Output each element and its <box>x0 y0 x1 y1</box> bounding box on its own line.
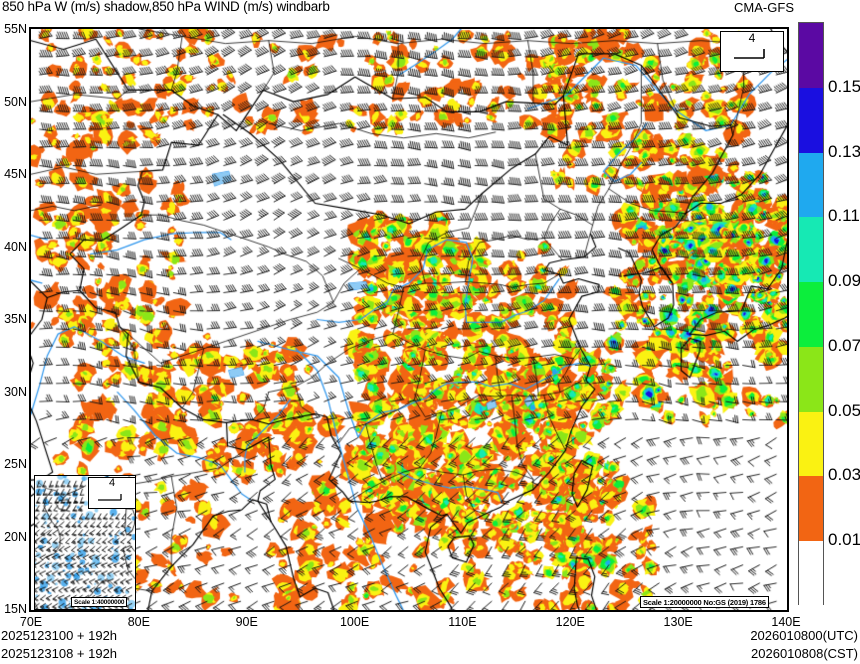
colorbar-tick-label: 0.15 <box>828 76 860 96</box>
colorbar-tick-label: 0.11 <box>828 206 860 226</box>
wind-barb-icon-inset <box>98 493 122 501</box>
wind-barb-legend-inset-value: 4 <box>108 477 116 489</box>
wind-barb-icon <box>734 48 765 59</box>
longitude-tick-label: 70E <box>19 615 43 629</box>
colorbar-tick-label: 0.05 <box>828 400 860 420</box>
longitude-tick-label: 100E <box>339 615 370 629</box>
longitude-tick-label: 90E <box>235 615 258 629</box>
latitude-tick-label: 30N <box>4 384 27 399</box>
colorbar-tick-label: 0.09 <box>828 271 860 291</box>
colorbar-band <box>799 217 823 283</box>
colorbar-band <box>799 541 823 606</box>
colorbar-tick-label: 0.03 <box>828 465 860 485</box>
latitude-tick-label: 55N <box>4 22 27 36</box>
latitude-tick-label: 25N <box>4 457 27 471</box>
colorbar-tick-label: 0.07 <box>828 335 860 355</box>
colorbar-band <box>799 282 823 347</box>
model-label: CMA-GFS <box>734 0 794 15</box>
init-time-utc: 2025123100 + 192h <box>1 628 118 643</box>
colorbar-band <box>799 23 823 88</box>
colorbar-tick-label: 0.01 <box>828 530 860 550</box>
latitude-tick-label: 15N <box>4 602 27 616</box>
colorbar[interactable] <box>798 22 824 606</box>
colorbar-band <box>799 346 823 412</box>
page-title: 850 hPa W (m/s) shadow,850 hPa WIND (m/s… <box>2 0 330 14</box>
latitude-tick-label: 35N <box>4 312 27 326</box>
colorbar-band <box>799 476 823 542</box>
longitude-tick-label: 110E <box>448 615 477 629</box>
latitude-tick-label: 50N <box>4 94 27 109</box>
valid-time-cst: 2026010808(CST) <box>751 646 858 661</box>
latitude-tick-label: 20N <box>4 529 27 544</box>
longitude-tick-label: 80E <box>127 615 150 629</box>
inset-scale-label: Scale 1:40000000 <box>71 597 128 607</box>
latitude-tick-label: 45N <box>4 167 27 181</box>
longitude-tick-label: 130E <box>663 615 693 629</box>
colorbar-band <box>799 411 823 477</box>
latitude-tick-label: 40N <box>4 239 27 254</box>
map-plot-area[interactable]: 4 4 Scale 1:20000000 No:GS (2019) 1786 S… <box>29 27 789 612</box>
wind-barb-legend-inset: 4 <box>88 477 136 509</box>
colorbar-tick-label: 0.13 <box>828 141 860 161</box>
valid-time-utc: 2026010800(UTC) <box>750 628 858 643</box>
longitude-tick-label: 120E <box>555 615 585 629</box>
wind-barb-legend: 4 <box>720 31 784 72</box>
longitude-tick-label: 140E <box>771 615 801 629</box>
map-raster <box>31 29 787 610</box>
colorbar-band <box>799 87 823 153</box>
map-scale-label: Scale 1:20000000 No:GS (2019) 1786 <box>640 596 769 608</box>
colorbar-band <box>799 152 823 218</box>
init-time-cst: 2025123108 + 192h <box>1 646 118 661</box>
wind-barb-legend-value: 4 <box>748 31 756 45</box>
